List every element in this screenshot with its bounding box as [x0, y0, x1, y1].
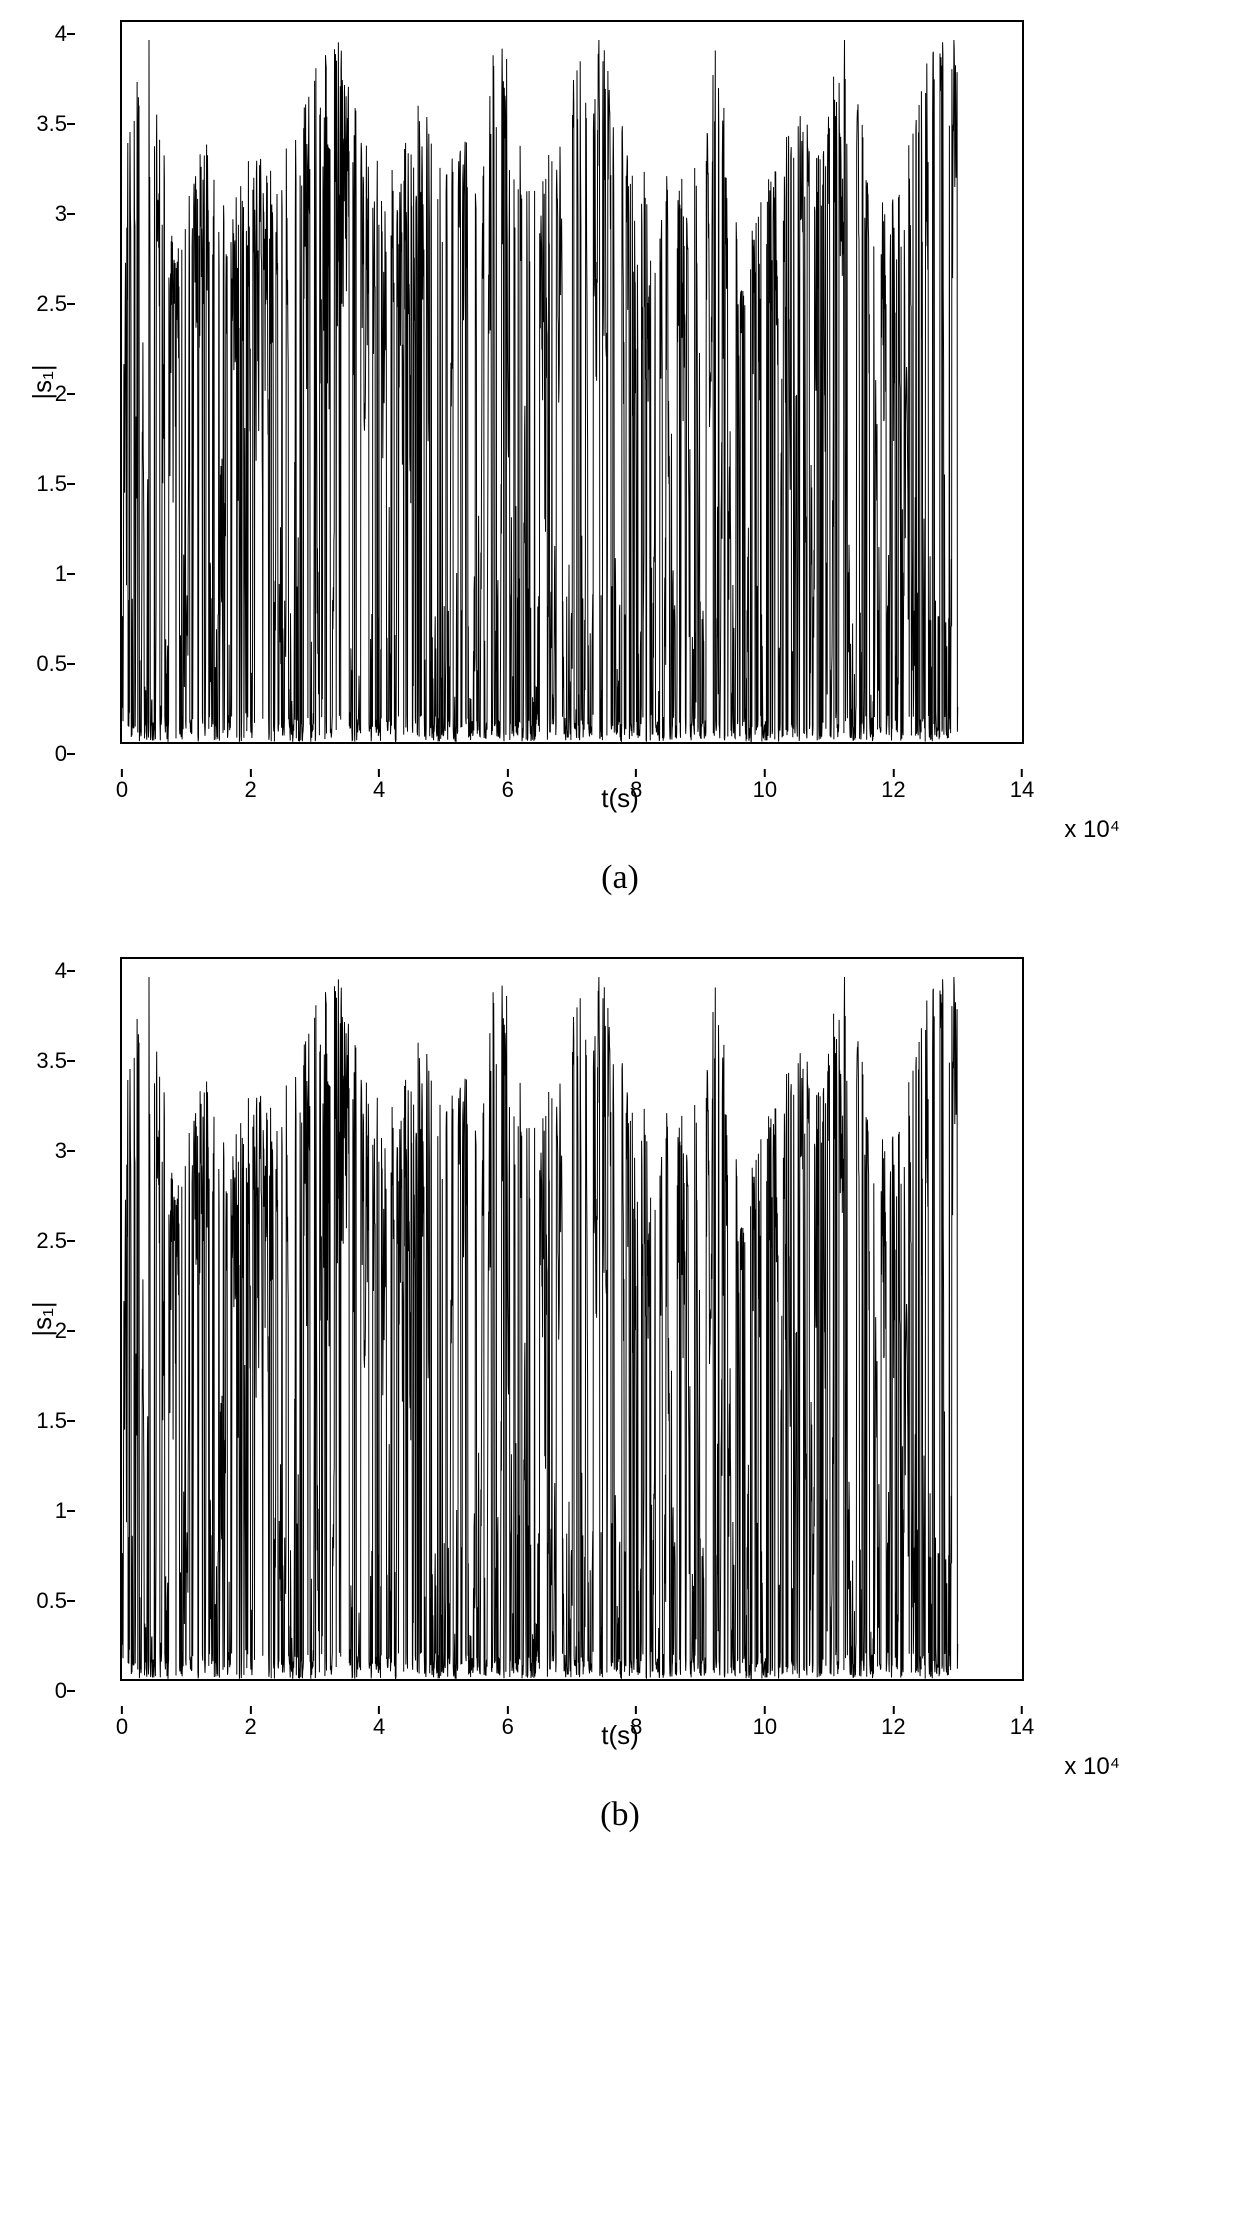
x-tick-label: 4 [373, 1714, 385, 1740]
y-tick-label: 0.5 [36, 1588, 67, 1614]
y-tick-label: 3.5 [36, 111, 67, 137]
x-tick-label: 6 [502, 777, 514, 803]
y-tick-label: 3 [55, 201, 67, 227]
y-tick-label: 2.5 [36, 1228, 67, 1254]
chart-panel-b: |s₁| 00.511.522.533.54 02468101214 t(s) … [20, 957, 1220, 1834]
x-tick-label: 2 [244, 777, 256, 803]
x-scale-note-a: x 10⁴ [1064, 816, 1120, 844]
x-tick-label: 10 [753, 1714, 777, 1740]
x-tick-label: 0 [116, 1714, 128, 1740]
y-tick-label: 0 [55, 741, 67, 767]
y-tick-label: 1 [55, 561, 67, 587]
chart-wrap-a: |s₁| 00.511.522.533.54 02468101214 t(s) … [120, 20, 1120, 744]
y-tick-label: 1.5 [36, 1408, 67, 1434]
subplot-label-a: (a) [20, 859, 1220, 897]
x-tick-label: 12 [881, 777, 905, 803]
y-axis-label-b: |s₁| [27, 1301, 58, 1336]
chart-panel-a: |s₁| 00.511.522.533.54 02468101214 t(s) … [20, 20, 1220, 897]
y-tick-label: 0 [55, 1678, 67, 1704]
chart-wrap-b: |s₁| 00.511.522.533.54 02468101214 t(s) … [120, 957, 1120, 1681]
y-tick-label: 0.5 [36, 651, 67, 677]
x-tick-label: 4 [373, 777, 385, 803]
x-tick-label: 2 [244, 1714, 256, 1740]
y-axis-label-a: |s₁| [27, 364, 58, 399]
y-tick-label: 4 [55, 21, 67, 47]
y-tick-label: 1 [55, 1498, 67, 1524]
x-tick-label: 14 [1010, 777, 1034, 803]
chaotic-trace [122, 22, 1022, 742]
y-tick-label: 2 [55, 381, 67, 407]
x-axis-label-a: t(s) [601, 783, 639, 814]
plot-area-b: 00.511.522.533.54 02468101214 [120, 957, 1024, 1681]
plot-area-a: 00.511.522.533.54 02468101214 [120, 20, 1024, 744]
y-tick-label: 4 [55, 958, 67, 984]
subplot-label-b: (b) [20, 1796, 1220, 1834]
y-tick-label: 2.5 [36, 291, 67, 317]
x-tick-label: 14 [1010, 1714, 1034, 1740]
y-tick-label: 2 [55, 1318, 67, 1344]
x-scale-note-b: x 10⁴ [1064, 1753, 1120, 1781]
x-tick-label: 6 [502, 1714, 514, 1740]
x-tick-label: 10 [753, 777, 777, 803]
x-tick-label: 12 [881, 1714, 905, 1740]
chaotic-trace [122, 959, 1022, 1679]
x-axis-label-b: t(s) [601, 1720, 639, 1751]
y-tick-label: 3 [55, 1138, 67, 1164]
y-tick-label: 1.5 [36, 471, 67, 497]
figure-container: |s₁| 00.511.522.533.54 02468101214 t(s) … [20, 20, 1220, 1834]
x-tick-label: 0 [116, 777, 128, 803]
y-tick-label: 3.5 [36, 1048, 67, 1074]
